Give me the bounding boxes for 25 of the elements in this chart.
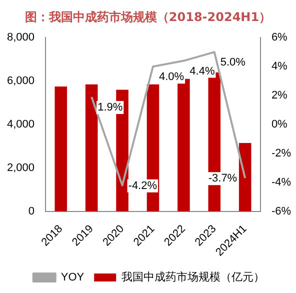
- data-label: 4.0%: [158, 71, 184, 84]
- bar: [85, 84, 98, 212]
- data-label: -3.7%: [208, 172, 238, 185]
- data-label: 5.0%: [220, 56, 246, 69]
- y-tick-label: 0: [28, 205, 35, 218]
- bar: [238, 142, 252, 212]
- y2-tick-label: -6%: [271, 205, 292, 218]
- y2-tick-label: -4%: [271, 176, 292, 188]
- chart-title: 图：我国中成药市场规模（2018-2024H1）: [24, 9, 272, 26]
- bar: [54, 86, 68, 212]
- data-label: 4.4%: [190, 65, 215, 78]
- y-tick-label: 8,000: [6, 32, 35, 44]
- y2-tick-label: 6%: [271, 32, 288, 44]
- legend-label: YOY: [60, 272, 85, 284]
- y-tick-label: 2,000: [6, 162, 35, 174]
- y2-tick-label: 4%: [271, 60, 288, 73]
- legend-label: 我国中成药市场规模（亿元）: [122, 270, 265, 284]
- y-tick-label: 4,000: [6, 118, 35, 131]
- y2-tick-label: -2%: [271, 148, 292, 160]
- y2-tick-label: 2%: [271, 90, 288, 102]
- y-tick-label: 6,000: [6, 75, 35, 88]
- y2-tick-label: 0%: [271, 118, 288, 131]
- data-label: 1.9%: [98, 102, 123, 114]
- data-label: -4.2%: [128, 180, 158, 192]
- bar: [178, 78, 190, 212]
